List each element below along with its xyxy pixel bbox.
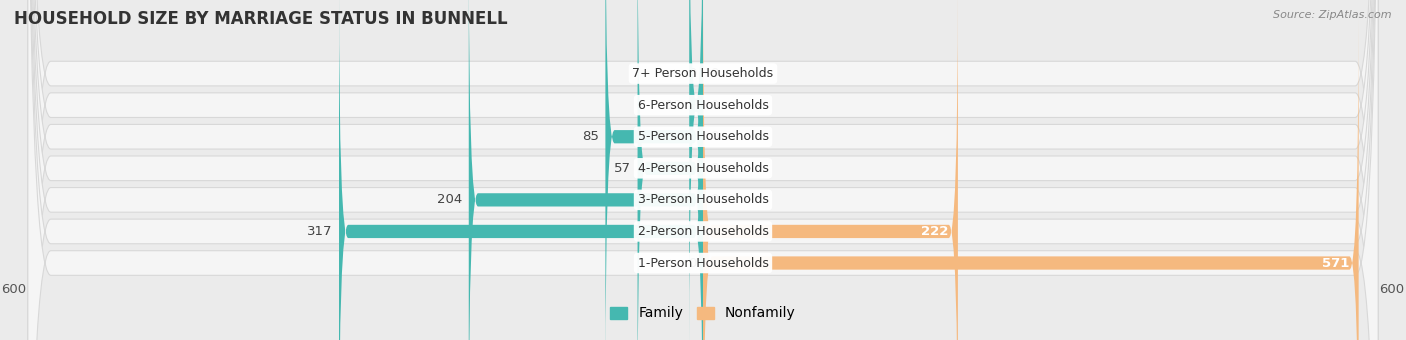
Text: 1-Person Households: 1-Person Households xyxy=(637,256,769,270)
Text: 85: 85 xyxy=(582,130,599,143)
FancyBboxPatch shape xyxy=(637,0,703,340)
FancyBboxPatch shape xyxy=(28,0,1378,340)
Text: 3-Person Households: 3-Person Households xyxy=(637,193,769,206)
Text: 0: 0 xyxy=(688,256,696,270)
FancyBboxPatch shape xyxy=(28,0,1378,340)
Text: 0: 0 xyxy=(710,162,718,175)
Text: 0: 0 xyxy=(710,130,718,143)
Text: 571: 571 xyxy=(1322,256,1350,270)
FancyBboxPatch shape xyxy=(689,0,703,340)
Text: 6-Person Households: 6-Person Households xyxy=(637,99,769,112)
FancyBboxPatch shape xyxy=(28,0,1378,340)
FancyBboxPatch shape xyxy=(468,0,703,340)
FancyBboxPatch shape xyxy=(28,0,1378,340)
Text: 317: 317 xyxy=(307,225,332,238)
Text: 0: 0 xyxy=(688,67,696,80)
Text: 0: 0 xyxy=(710,193,718,206)
Text: 0: 0 xyxy=(710,67,718,80)
Text: 0: 0 xyxy=(710,99,718,112)
FancyBboxPatch shape xyxy=(339,0,703,340)
Text: 222: 222 xyxy=(921,225,949,238)
Text: 2-Person Households: 2-Person Households xyxy=(637,225,769,238)
Text: 7+ Person Households: 7+ Person Households xyxy=(633,67,773,80)
Text: HOUSEHOLD SIZE BY MARRIAGE STATUS IN BUNNELL: HOUSEHOLD SIZE BY MARRIAGE STATUS IN BUN… xyxy=(14,10,508,28)
Text: 5-Person Households: 5-Person Households xyxy=(637,130,769,143)
FancyBboxPatch shape xyxy=(28,0,1378,340)
Text: 12: 12 xyxy=(665,99,682,112)
Text: 57: 57 xyxy=(613,162,631,175)
FancyBboxPatch shape xyxy=(703,17,1358,340)
FancyBboxPatch shape xyxy=(28,0,1378,340)
Text: Source: ZipAtlas.com: Source: ZipAtlas.com xyxy=(1274,10,1392,20)
FancyBboxPatch shape xyxy=(28,0,1378,340)
Legend: Family, Nonfamily: Family, Nonfamily xyxy=(610,306,796,321)
FancyBboxPatch shape xyxy=(703,0,957,340)
Text: 204: 204 xyxy=(437,193,461,206)
Text: 4-Person Households: 4-Person Households xyxy=(637,162,769,175)
FancyBboxPatch shape xyxy=(606,0,703,340)
